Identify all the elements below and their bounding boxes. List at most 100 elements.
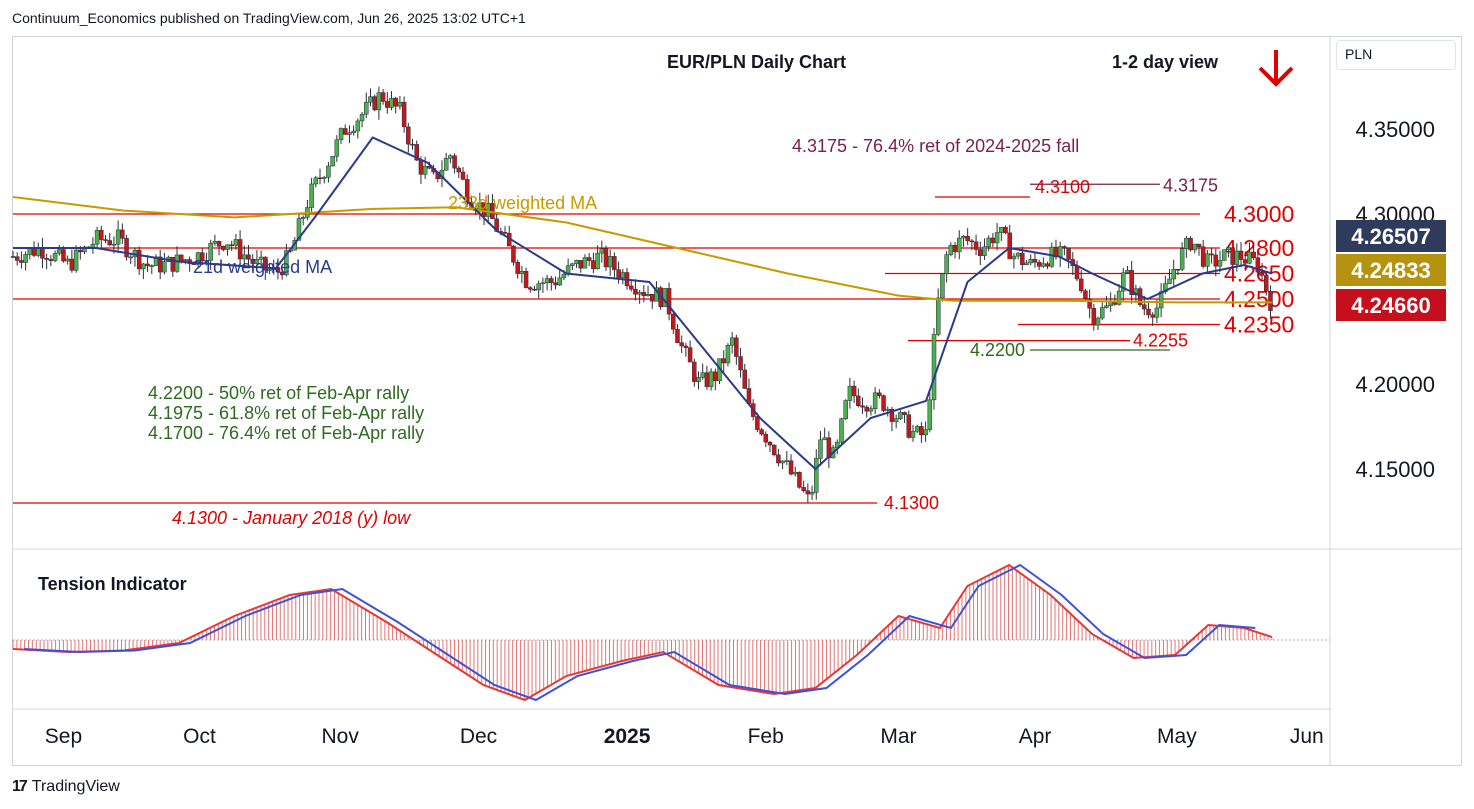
candle-body bbox=[183, 259, 188, 261]
candle-body bbox=[872, 392, 878, 410]
candle-body bbox=[342, 128, 348, 135]
x-tick-label: Feb bbox=[748, 725, 784, 748]
candle-body bbox=[82, 246, 87, 253]
candle-body bbox=[199, 252, 205, 262]
candle-body bbox=[1184, 237, 1189, 249]
candle-body bbox=[90, 243, 96, 248]
candle-body bbox=[397, 101, 403, 107]
tension-line bbox=[12, 563, 1273, 702]
price-tag: 4.24833 bbox=[1336, 254, 1446, 286]
candle-body bbox=[1268, 291, 1273, 311]
candle-body bbox=[683, 345, 689, 348]
candle-body bbox=[999, 227, 1004, 233]
candle-body bbox=[982, 246, 987, 256]
view-label: 1-2 day view bbox=[1112, 52, 1219, 72]
candle-body bbox=[1213, 254, 1219, 267]
candle-body bbox=[759, 429, 764, 435]
candle-body bbox=[1146, 308, 1151, 316]
candle-body bbox=[809, 492, 815, 495]
candle-body bbox=[1234, 250, 1240, 265]
candle-body bbox=[334, 139, 340, 157]
candle-body bbox=[284, 250, 289, 276]
candle-body bbox=[607, 256, 613, 268]
candle-body bbox=[317, 177, 323, 180]
candle-body bbox=[906, 414, 912, 438]
candle-body bbox=[1049, 246, 1055, 267]
candle-body bbox=[1264, 275, 1269, 292]
candle-body bbox=[1036, 261, 1042, 267]
candle-body bbox=[986, 237, 991, 248]
candle-body bbox=[502, 232, 508, 234]
candlesticks bbox=[10, 86, 1273, 503]
candle-body bbox=[1104, 305, 1109, 308]
price-tag-bg bbox=[1336, 289, 1446, 321]
candle-body bbox=[94, 229, 100, 245]
candle-body bbox=[902, 412, 907, 415]
candle-body bbox=[675, 328, 680, 343]
candle-body bbox=[1087, 298, 1092, 309]
currency-button[interactable]: PLN bbox=[1336, 40, 1456, 70]
candle-body bbox=[1074, 265, 1080, 280]
candle-body bbox=[792, 471, 798, 475]
candle-body bbox=[729, 337, 735, 346]
candle-body bbox=[149, 265, 155, 267]
candle-body bbox=[1217, 260, 1223, 267]
candle-body bbox=[1251, 251, 1256, 259]
candle-body bbox=[1221, 249, 1227, 261]
candle-body bbox=[595, 252, 600, 269]
candle-body bbox=[115, 229, 121, 245]
candle-body bbox=[73, 249, 79, 271]
candle-body bbox=[1125, 270, 1130, 274]
candle-body bbox=[254, 259, 260, 264]
candle-body bbox=[448, 155, 453, 159]
candle-body bbox=[515, 262, 520, 274]
candle-body bbox=[44, 258, 49, 260]
level-label: 4.2255 bbox=[1133, 331, 1188, 351]
candle-body bbox=[368, 96, 373, 103]
candle-body bbox=[801, 487, 806, 491]
candle-body bbox=[263, 256, 268, 271]
x-tick-label: Oct bbox=[183, 725, 216, 748]
candle-body bbox=[536, 283, 541, 291]
candle-body bbox=[246, 254, 251, 260]
candle-body bbox=[178, 254, 184, 261]
candle-body bbox=[212, 241, 218, 244]
candle-body bbox=[385, 101, 390, 108]
candle-body bbox=[61, 249, 66, 262]
candle-body bbox=[788, 460, 794, 475]
candle-body bbox=[1242, 259, 1248, 264]
tradingview-mark-icon: 17 bbox=[12, 778, 28, 795]
candle-body bbox=[704, 372, 710, 387]
support-resistance-levels: 4.31754.31004.30004.28004.26504.25004.23… bbox=[13, 175, 1294, 513]
candle-body bbox=[948, 244, 954, 255]
candle-body bbox=[940, 273, 945, 299]
candle-body bbox=[561, 274, 567, 279]
candle-body bbox=[1247, 251, 1252, 264]
candle-body bbox=[406, 126, 411, 145]
candle-body bbox=[914, 426, 920, 432]
tradingview-logo[interactable]: 17 TradingView bbox=[12, 778, 120, 796]
candle-body bbox=[860, 405, 865, 408]
x-tick-label: Mar bbox=[880, 725, 916, 748]
candle-body bbox=[599, 248, 605, 254]
candle-body bbox=[864, 406, 869, 412]
candle-body bbox=[877, 392, 882, 396]
candle-body bbox=[935, 297, 941, 335]
candle-body bbox=[389, 98, 394, 108]
candle-body bbox=[57, 249, 62, 254]
candle-body bbox=[321, 177, 327, 179]
candle-body bbox=[1167, 278, 1172, 284]
candle-body bbox=[338, 128, 344, 141]
candle-body bbox=[856, 395, 861, 406]
candle-body bbox=[696, 377, 701, 382]
candle-body bbox=[422, 165, 428, 175]
candle-body bbox=[347, 132, 352, 135]
candle-body bbox=[814, 458, 819, 493]
candle-body bbox=[1062, 246, 1067, 249]
candle-body bbox=[771, 444, 777, 456]
candle-body bbox=[267, 269, 272, 271]
candle-body bbox=[1171, 268, 1176, 280]
candle-body bbox=[69, 258, 75, 271]
candle-body bbox=[1179, 248, 1185, 270]
